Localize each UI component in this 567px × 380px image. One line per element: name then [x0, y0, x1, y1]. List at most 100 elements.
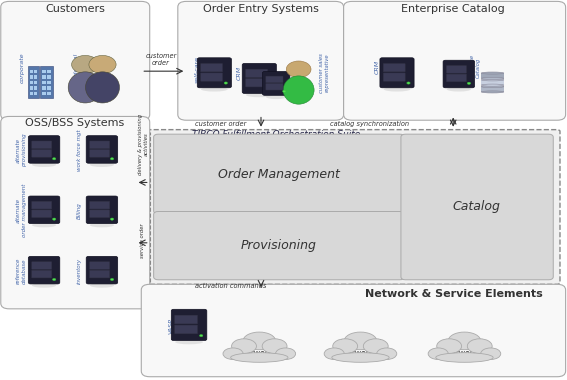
Ellipse shape [266, 95, 286, 99]
FancyBboxPatch shape [201, 63, 222, 72]
Bar [43, 81, 46, 84]
Ellipse shape [68, 72, 102, 103]
Ellipse shape [231, 353, 288, 362]
Ellipse shape [332, 353, 389, 362]
FancyBboxPatch shape [383, 63, 405, 72]
Text: catalog synchronization: catalog synchronization [329, 121, 409, 127]
Text: OSS/BSS Systems: OSS/BSS Systems [26, 118, 125, 128]
FancyBboxPatch shape [1, 116, 150, 309]
Text: CRM: CRM [375, 60, 380, 74]
Text: alternate
order management: alternate order management [16, 184, 27, 238]
Circle shape [89, 55, 116, 74]
Text: customer order: customer order [194, 121, 246, 127]
Text: CRM: CRM [237, 66, 242, 80]
FancyBboxPatch shape [197, 58, 231, 88]
Text: Order Entry Systems: Order Entry Systems [203, 4, 319, 14]
Ellipse shape [90, 163, 114, 167]
Bar [47, 92, 51, 95]
FancyBboxPatch shape [443, 60, 475, 88]
Bar [29, 76, 33, 79]
Bar [29, 70, 33, 73]
Circle shape [269, 87, 273, 90]
FancyBboxPatch shape [90, 141, 109, 149]
Bar [47, 70, 51, 73]
FancyBboxPatch shape [32, 270, 52, 278]
FancyBboxPatch shape [401, 134, 553, 280]
Ellipse shape [428, 348, 448, 359]
FancyBboxPatch shape [242, 63, 276, 93]
Ellipse shape [243, 332, 276, 350]
Circle shape [53, 158, 56, 160]
FancyBboxPatch shape [28, 196, 60, 223]
Text: Enterprise Catalog: Enterprise Catalog [401, 4, 505, 14]
Ellipse shape [201, 87, 228, 92]
Bar [481, 73, 504, 78]
FancyBboxPatch shape [90, 150, 109, 157]
Ellipse shape [276, 348, 295, 359]
FancyBboxPatch shape [90, 201, 109, 209]
Ellipse shape [481, 91, 504, 93]
Ellipse shape [481, 348, 501, 359]
Circle shape [111, 158, 114, 160]
Text: customer sales
representative: customer sales representative [319, 53, 329, 93]
Bar [33, 86, 37, 90]
Ellipse shape [90, 283, 114, 288]
Text: corporate: corporate [20, 52, 24, 83]
Circle shape [407, 82, 410, 84]
Ellipse shape [481, 72, 504, 74]
Bar [28, 65, 39, 98]
Ellipse shape [481, 79, 504, 81]
Ellipse shape [447, 87, 471, 92]
Ellipse shape [481, 86, 504, 88]
Circle shape [111, 218, 114, 220]
Bar [481, 80, 504, 85]
Text: Broadband
networks: Broadband networks [340, 339, 382, 358]
Text: inventory: inventory [77, 258, 82, 284]
Text: alternate
provisioning: alternate provisioning [16, 134, 27, 167]
Text: TIBCO Fulfillment Orchestration Suite: TIBCO Fulfillment Orchestration Suite [192, 130, 360, 139]
FancyBboxPatch shape [32, 210, 52, 217]
FancyBboxPatch shape [32, 201, 52, 209]
Bar [43, 86, 46, 90]
FancyBboxPatch shape [380, 58, 414, 88]
Text: customer
order: customer order [145, 53, 177, 66]
Ellipse shape [231, 339, 256, 353]
Ellipse shape [283, 76, 314, 104]
Ellipse shape [32, 223, 56, 227]
FancyBboxPatch shape [86, 196, 118, 223]
Circle shape [467, 82, 471, 84]
Text: Order Management: Order Management [218, 168, 340, 180]
Circle shape [286, 61, 311, 78]
Text: Customers: Customers [45, 4, 105, 14]
Ellipse shape [437, 339, 462, 353]
FancyBboxPatch shape [32, 262, 52, 269]
Text: residential: residential [74, 53, 79, 86]
Circle shape [111, 278, 114, 280]
Circle shape [71, 55, 99, 74]
FancyBboxPatch shape [175, 315, 197, 324]
Text: self-care: self-care [195, 56, 200, 83]
Ellipse shape [86, 72, 120, 103]
Circle shape [53, 218, 56, 220]
Text: work force mgt: work force mgt [77, 130, 82, 171]
Ellipse shape [324, 348, 344, 359]
Circle shape [53, 278, 56, 280]
Text: activation commands: activation commands [194, 283, 266, 289]
Ellipse shape [376, 348, 397, 359]
Text: delivery & provisioning
activities: delivery & provisioning activities [138, 114, 149, 175]
FancyBboxPatch shape [154, 212, 404, 280]
Circle shape [282, 90, 286, 92]
Ellipse shape [90, 223, 114, 227]
Text: Catalog: Catalog [453, 201, 501, 214]
Bar [33, 81, 37, 84]
FancyBboxPatch shape [201, 73, 222, 81]
Text: service order: service order [141, 223, 146, 258]
Bar [47, 76, 51, 79]
Ellipse shape [481, 84, 504, 86]
Bar [33, 92, 37, 95]
FancyBboxPatch shape [141, 284, 566, 377]
Text: VASP: VASP [168, 318, 174, 334]
FancyBboxPatch shape [32, 150, 52, 157]
Bar [33, 76, 37, 79]
FancyBboxPatch shape [86, 256, 118, 284]
